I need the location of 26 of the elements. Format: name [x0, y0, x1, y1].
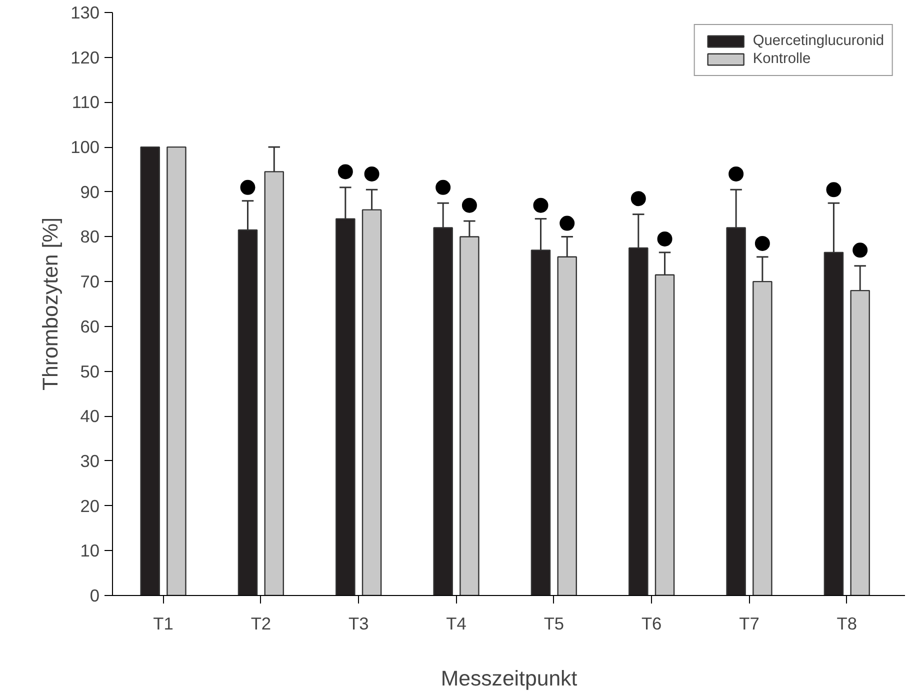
- x-tick-label: T2: [250, 614, 272, 634]
- x-tick-label: T5: [544, 614, 564, 634]
- y-tick-label: 70: [80, 272, 100, 292]
- x-tick-label: T4: [446, 614, 467, 634]
- y-tick-label: 0: [90, 586, 100, 606]
- x-tick-label: T6: [641, 614, 662, 634]
- y-tick-label: 110: [72, 92, 100, 112]
- y-tick-label: 40: [80, 406, 100, 426]
- y-axis-title: Thrombozyten [%]: [38, 217, 63, 391]
- y-tick-label: 10: [80, 540, 100, 561]
- x-axis-title: Messzeitpunkt: [440, 666, 578, 690]
- y-tick-label: 20: [80, 496, 100, 516]
- y-tick-label: 60: [80, 316, 100, 336]
- x-tick-label: T8: [836, 614, 858, 634]
- legend-label: Kontrolle: [752, 51, 811, 67]
- legend-label: Quercetinglucuronid: [752, 33, 884, 49]
- y-tick-label: 100: [70, 137, 100, 158]
- y-tick-label: 90: [80, 182, 100, 202]
- x-tick-label: T3: [348, 614, 369, 634]
- x-tick-label: T1: [153, 614, 174, 634]
- y-tick-label: 30: [80, 450, 100, 471]
- x-tick-label: T7: [739, 614, 760, 634]
- y-tick-label: 80: [80, 226, 100, 247]
- y-tick-label: 130: [70, 2, 100, 22]
- y-tick-label: 120: [70, 47, 100, 68]
- y-tick-label: 50: [80, 361, 100, 382]
